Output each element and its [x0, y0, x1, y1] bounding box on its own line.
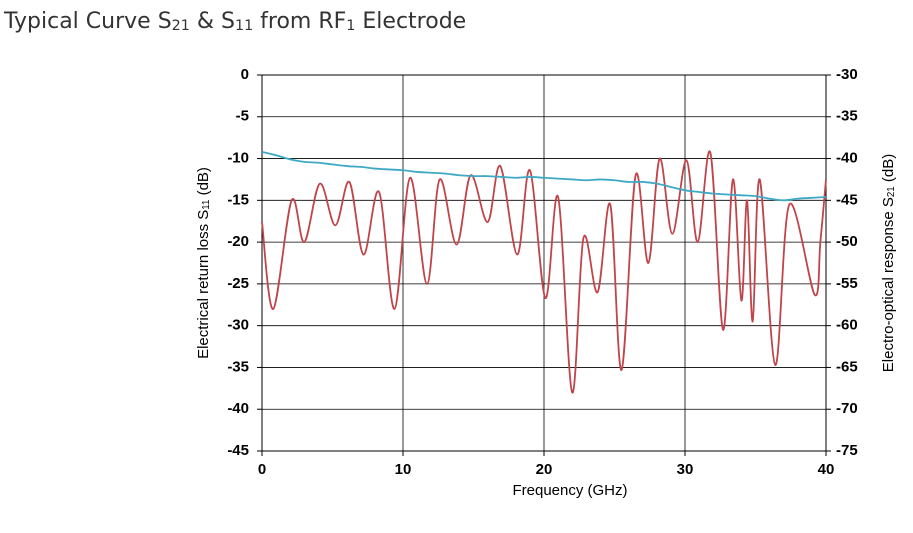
series-line — [261, 150, 827, 394]
y2-tick-label: -65 — [836, 358, 858, 375]
y-tick-label: -30 — [227, 317, 249, 334]
y-tick-label: -20 — [227, 233, 249, 250]
y2-tick-label: -40 — [836, 150, 858, 167]
y-tick-label: -10 — [227, 150, 249, 167]
y2-tick-label: -55 — [836, 275, 858, 292]
y-tick-label: -5 — [236, 108, 249, 125]
y-axis-label: Electrical return loss S11 (dB) — [195, 167, 212, 359]
y-tick-label: -15 — [227, 191, 249, 208]
chart-title: Typical Curve S21 & S11 from RF1 Electro… — [3, 9, 466, 34]
y-tick-label: -25 — [227, 275, 249, 292]
y2-tick-label: -50 — [836, 233, 858, 250]
y2-tick-label: -70 — [836, 400, 858, 417]
y2-tick-label: -45 — [836, 191, 858, 208]
y2-tick-label: -30 — [836, 66, 858, 83]
x-tick-label: 0 — [258, 461, 266, 478]
y-tick-label: -40 — [227, 400, 249, 417]
y2-axis-label: Electro-optical response S21 (dB) — [880, 154, 897, 372]
x-tick-label: 30 — [677, 461, 694, 478]
x-tick-label: 40 — [818, 461, 835, 478]
x-tick-label: 20 — [536, 461, 553, 478]
y-tick-label: 0 — [241, 66, 249, 83]
y2-tick-label: -35 — [836, 108, 858, 125]
x-axis-label: Frequency (GHz) — [512, 482, 627, 499]
y-tick-label: -45 — [227, 442, 249, 459]
series-line — [261, 150, 827, 202]
y-tick-label: -35 — [227, 358, 249, 375]
x-tick-label: 10 — [395, 461, 412, 478]
y2-tick-label: -60 — [836, 317, 858, 334]
y2-tick-label: -75 — [836, 442, 858, 459]
